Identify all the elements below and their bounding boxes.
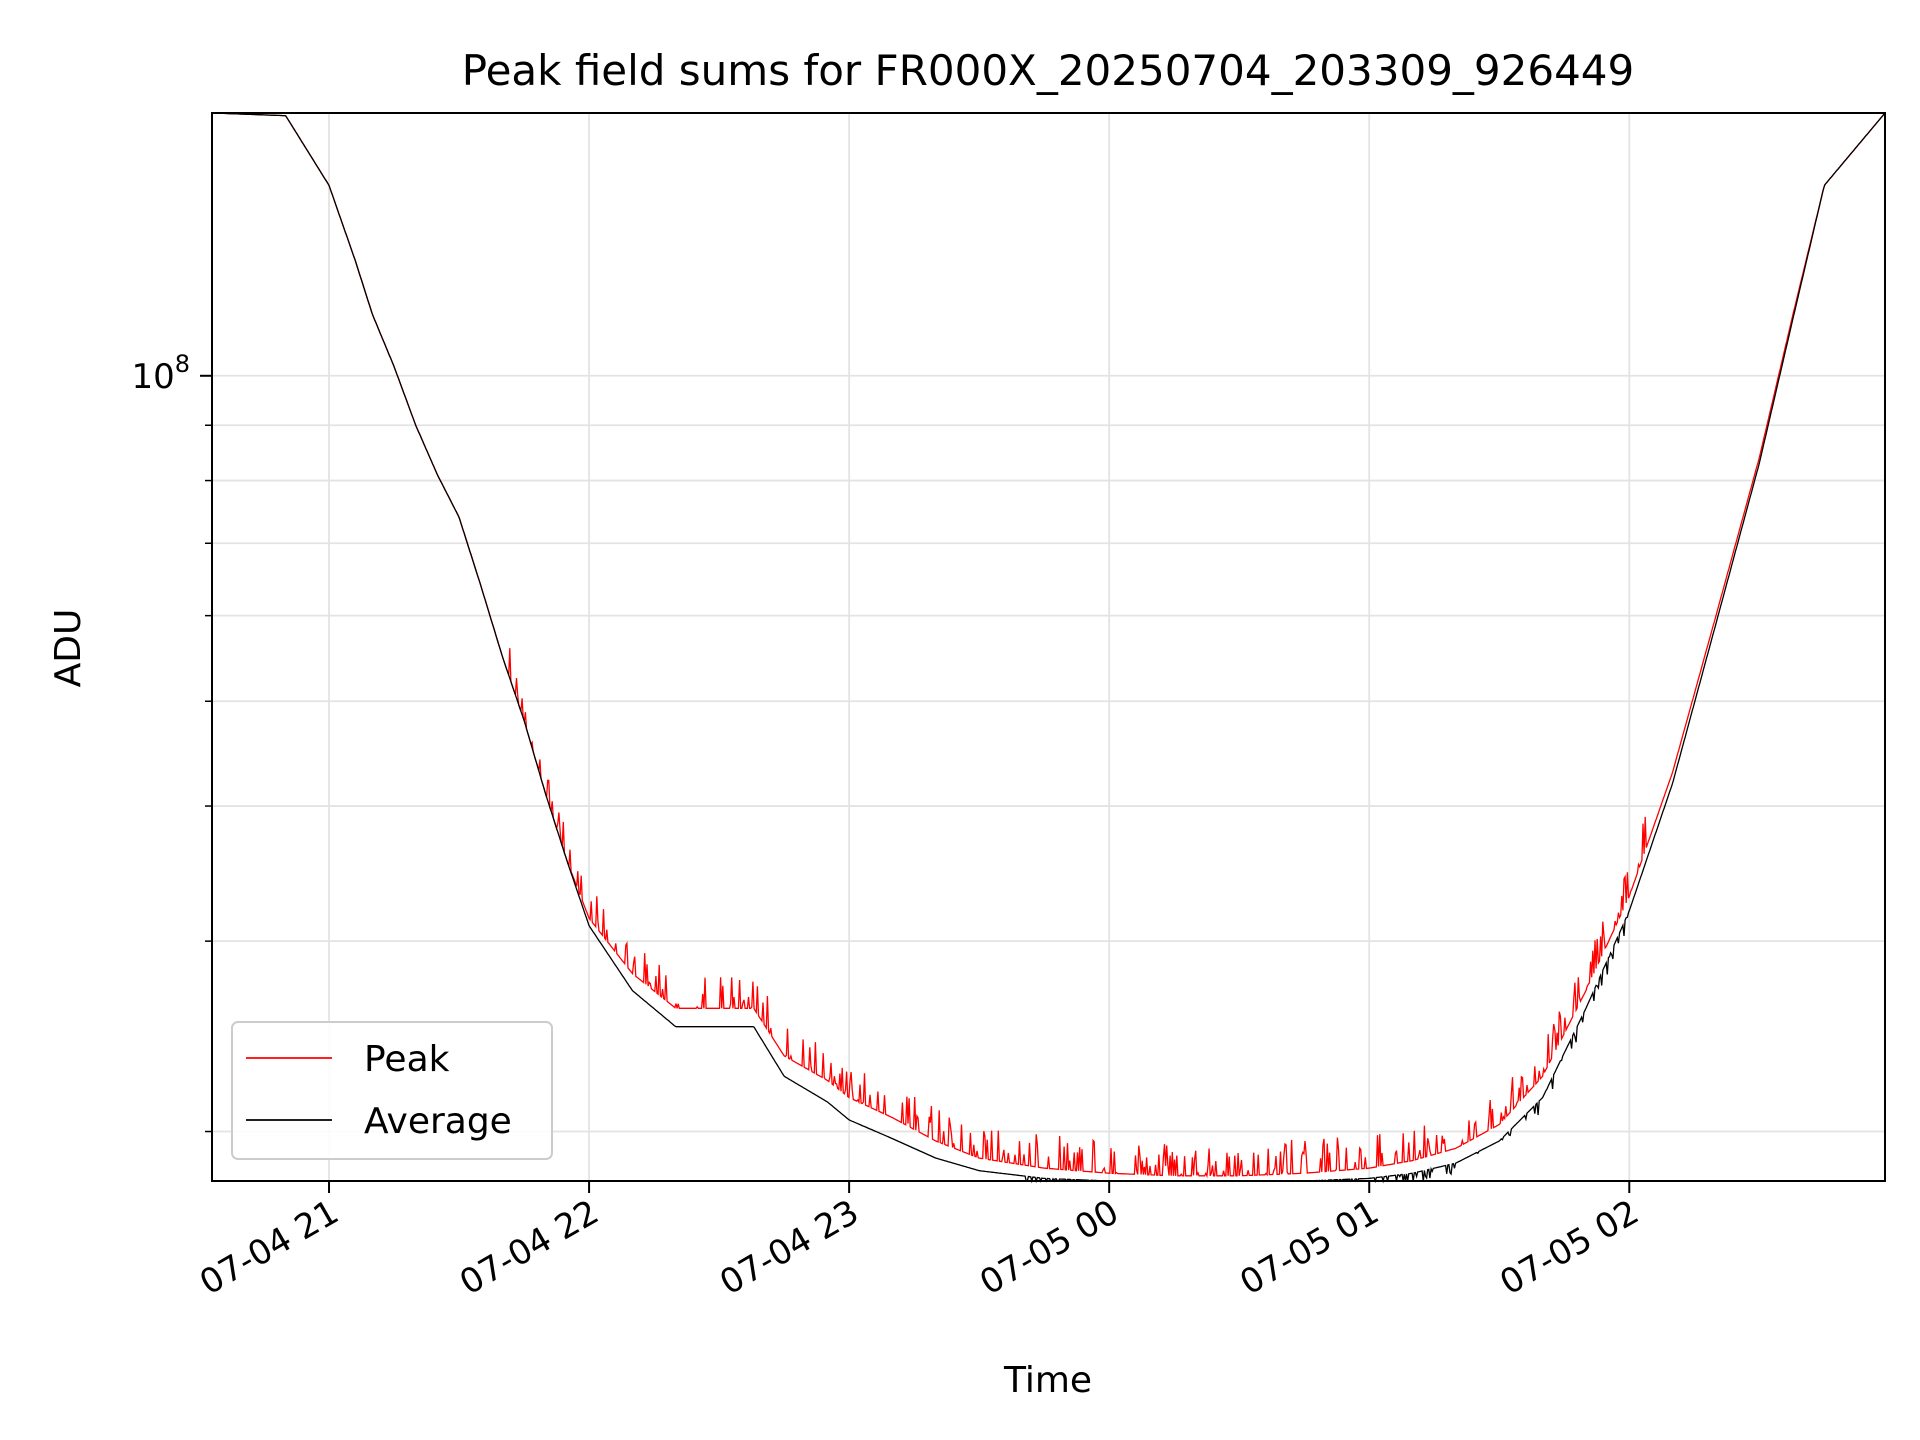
legend-label-average: Average — [364, 1101, 512, 1142]
y-tick-label: 108 — [131, 350, 190, 397]
y-axis-label: ADU — [48, 609, 89, 688]
chart-title: Peak field sums for FR000X_20250704_2033… — [462, 46, 1635, 95]
y-axis-ticks: 108 — [131, 350, 212, 1133]
series-line-average — [212, 112, 1886, 1184]
x-axis-label: Time — [1003, 1360, 1092, 1401]
legend-label-peak: Peak — [364, 1039, 450, 1080]
axes-frame — [211, 112, 1886, 1182]
legend: Peak Average — [231, 1021, 553, 1160]
legend-box — [231, 1021, 553, 1160]
grid-lines — [212, 113, 1885, 1181]
plot-area — [212, 112, 1886, 1184]
